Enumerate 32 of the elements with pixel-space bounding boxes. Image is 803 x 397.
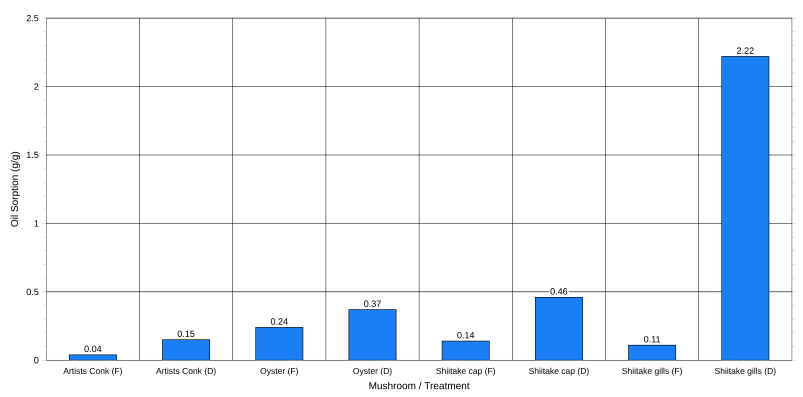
bar [721,56,770,360]
bar [348,309,396,360]
y-tick-label: 1 [34,220,38,226]
bar [628,344,676,360]
x-tick-label: Shiitake cap (F) [436,367,496,376]
bar [255,326,304,360]
bar [534,296,583,360]
data-label: 0.46 [550,288,568,294]
x-tick-label: Shiitake gills (D) [714,367,776,376]
x-tick-label: Artists Conk (F) [63,367,122,376]
bar [69,354,117,360]
data-label: 0.14 [457,332,474,338]
x-axis-title: Mushroom / Treatment [369,382,470,390]
data-label: 0.37 [364,300,381,307]
y-tick-label: 1.5 [26,152,38,158]
data-label: 0.11 [644,336,660,342]
data-label: 0.24 [270,318,288,324]
y-tick-label: 0 [34,356,38,364]
y-tick-label: 0.5 [26,288,38,295]
data-label: 2.22 [737,47,754,54]
x-tick-label: Shiitake cap (D) [529,367,589,376]
data-label: 0.04 [84,345,102,352]
x-tick-label: Shiitake gills (F) [622,367,682,376]
bar [442,340,490,360]
y-axis-title: Oil Sorption (g/g) [10,152,20,226]
data-label: 0.15 [178,330,194,337]
x-tick-label: Artists Conk (D) [156,367,216,376]
x-tick-label: Oyster (D) [353,367,392,376]
x-tick-label: Oyster (F) [260,367,298,376]
bar [162,339,210,360]
y-tick-label: 2 [34,83,38,90]
y-tick-label: 2.5 [26,14,38,22]
